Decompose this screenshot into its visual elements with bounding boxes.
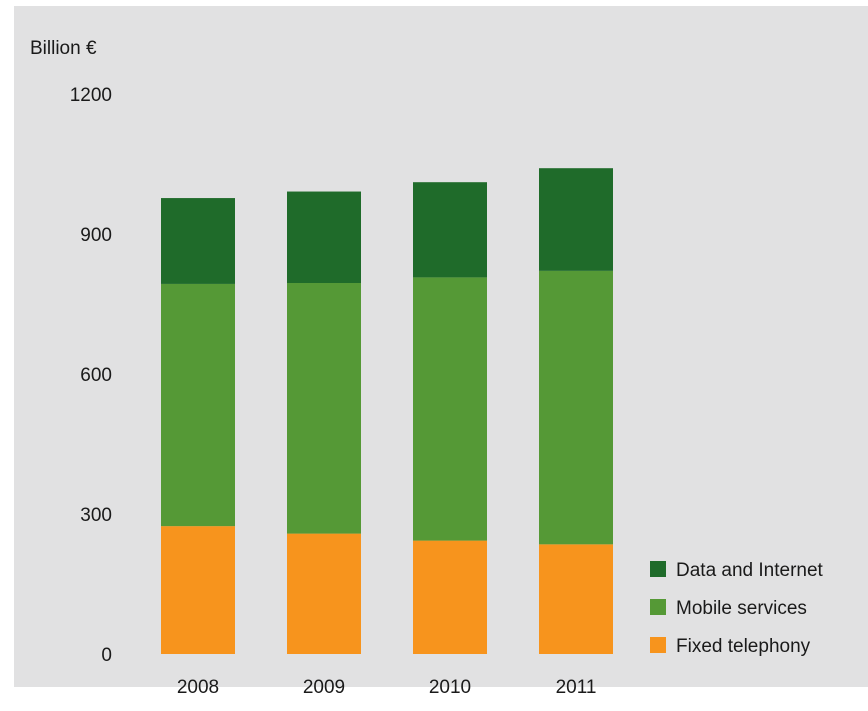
bar-mobile-services-2011	[539, 270, 613, 545]
legend-swatch	[650, 599, 666, 615]
x-tick-label: 2008	[177, 677, 219, 698]
bar-data-and-internet-2011	[539, 168, 613, 271]
x-tick-label: 2010	[429, 677, 471, 698]
legend-swatch	[650, 637, 666, 653]
legend-swatch	[650, 561, 666, 577]
y-tick-label: 0	[101, 645, 112, 666]
bar-fixed-telephony-2009	[287, 533, 361, 654]
bar-mobile-services-2008	[161, 283, 235, 527]
legend-label: Fixed telephony	[676, 636, 811, 657]
x-tick-label: 2011	[556, 677, 597, 698]
bar-mobile-services-2009	[287, 283, 361, 534]
bar-fixed-telephony-2008	[161, 526, 235, 654]
bar-fixed-telephony-2011	[539, 544, 613, 654]
y-tick-label: 300	[80, 505, 112, 526]
x-tick-label: 2009	[303, 677, 345, 698]
y-tick-label: 1200	[70, 85, 112, 106]
y-tick-label: 900	[80, 225, 112, 246]
y-tick-labels: 0 300 600 900 1200	[70, 85, 112, 666]
legend-label: Mobile services	[676, 598, 807, 619]
legend: Data and Internet Mobile services Fixed te…	[650, 560, 824, 657]
bar-mobile-services-2010	[413, 277, 487, 541]
bar-data-and-internet-2010	[413, 182, 487, 278]
legend-label: Data and Internet	[676, 560, 824, 581]
bars	[161, 168, 613, 654]
x-tick-labels: 2008 2009 2010 2011	[177, 677, 597, 698]
bar-data-and-internet-2008	[161, 198, 235, 284]
y-axis-label: Billion €	[30, 38, 97, 59]
bar-data-and-internet-2009	[287, 191, 361, 283]
y-tick-label: 600	[80, 365, 112, 386]
bar-fixed-telephony-2010	[413, 540, 487, 654]
